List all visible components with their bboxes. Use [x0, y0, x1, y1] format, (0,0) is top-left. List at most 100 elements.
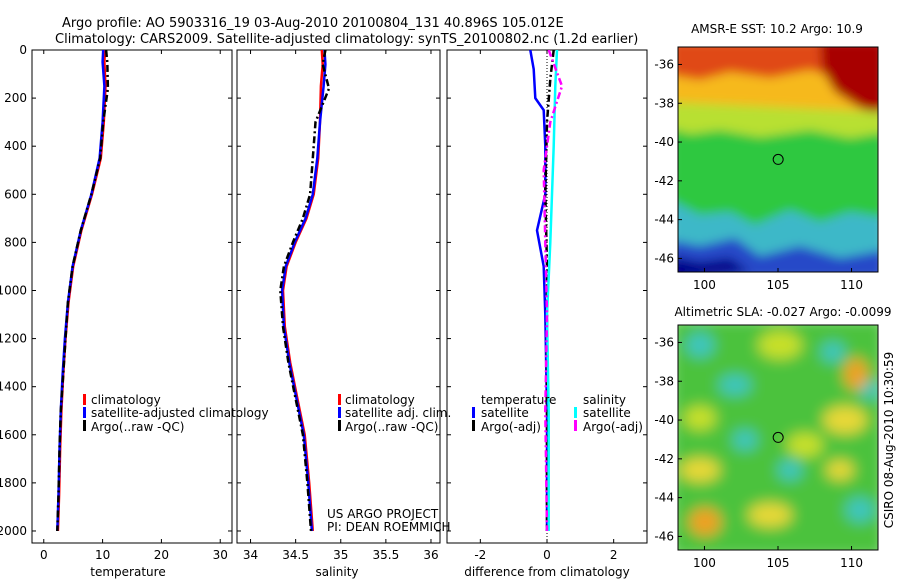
series-line-argo-raw-qc- — [56, 50, 110, 532]
legend-group-salinity: salinity — [583, 393, 626, 407]
legend-swatch-argo — [83, 420, 86, 431]
map-y-tick-label: -36 — [654, 335, 674, 349]
depth-tick-label: 1000 — [0, 283, 27, 297]
sla-high-patch — [689, 508, 721, 536]
legend-label-climatology: climatology — [345, 393, 415, 407]
series-line-argo-raw-qc- — [279, 50, 331, 532]
sla-map-ticks: 100 105 110 -36 -38 -40 -42 -44 -46 — [654, 335, 863, 570]
sla-high-patch — [684, 406, 716, 430]
map-y-tick-label: -46 — [654, 529, 674, 543]
sla-high-patch — [823, 406, 867, 434]
figure-title-line1: Argo profile: AO 5903316_19 03-Aug-2010 … — [62, 16, 564, 31]
x-tick-label: 10 — [95, 548, 110, 562]
map-x-tick-label: 110 — [840, 278, 863, 292]
map-x-tick-label: 105 — [767, 556, 790, 570]
depth-tick-label: 0 — [19, 43, 27, 57]
depth-tick-label: 1200 — [0, 332, 27, 346]
depth-tick-label: 800 — [4, 235, 27, 249]
sla-low-patch — [733, 430, 757, 450]
map-y-tick-label: -42 — [654, 174, 674, 188]
map-x-tick-label: 110 — [840, 556, 863, 570]
sst-map-ticks: 100 105 110 -36 -38 -40 -42 -44 -46 — [654, 57, 863, 292]
map-y-tick-label: -38 — [654, 374, 674, 388]
temperature-series — [56, 50, 110, 532]
map-y-tick-label: -44 — [654, 213, 674, 227]
sla-map-title: Altimetric SLA: -0.027 Argo: -0.0099 — [674, 305, 891, 319]
map-y-tick-label: -40 — [654, 413, 674, 427]
map-y-tick-label: -46 — [654, 251, 674, 265]
legend-swatch-sal-satellite — [574, 407, 577, 418]
legend-label-temp-argo: Argo(-adj) — [481, 420, 541, 434]
depth-axis: 0 200 400 600 800 1000 1200 1400 1600 1800 2000 — [0, 43, 647, 538]
sst-core-warm — [820, 47, 878, 116]
legend-swatch-climatology — [338, 394, 341, 405]
x-tick-label: -2 — [474, 548, 486, 562]
sla-high-patch — [748, 503, 792, 527]
temperature-ticks: 0 10 20 30 — [40, 50, 228, 562]
legend-label-sal-satellite: satellite — [583, 406, 631, 420]
salinity-xlabel: salinity — [315, 565, 358, 579]
x-tick-label: 35.5 — [373, 548, 400, 562]
x-tick-label: 2 — [610, 548, 618, 562]
legend-swatch-satellite-adj — [338, 407, 341, 418]
legend-label-argo: Argo(..raw -QC) — [91, 420, 184, 434]
argo-location-marker — [772, 431, 784, 443]
legend-swatch-temp-argo — [472, 420, 475, 431]
argo-location-marker — [772, 153, 784, 165]
legend-label-sal-argo: Argo(-adj) — [583, 420, 643, 434]
difference-xlabel: difference from climatology — [464, 565, 630, 579]
depth-tick-label: 1800 — [0, 476, 27, 490]
map-y-tick-label: -42 — [654, 452, 674, 466]
legend-swatch-climatology — [83, 394, 86, 405]
legend-label-argo: Argo(..raw -QC) — [345, 420, 438, 434]
map-x-tick-label: 105 — [767, 278, 790, 292]
legend-swatch-argo — [338, 420, 341, 431]
sla-high-patch — [680, 458, 720, 482]
legend-swatch-sal-argo — [574, 420, 577, 431]
depth-tick-label: 600 — [4, 187, 27, 201]
sla-high-patch — [758, 331, 802, 359]
sla-low-patch — [686, 333, 714, 357]
depth-tick-label: 200 — [4, 91, 27, 105]
salinity-legend: climatology satellite adj. clim. Argo(..… — [338, 393, 451, 434]
salinity-ticks: 34 34.5 35 35.5 36 — [243, 50, 439, 562]
difference-legend: temperature salinity satellite Argo(-adj… — [472, 393, 643, 434]
series-line-salinity-satellite — [545, 50, 559, 531]
map-x-tick-label: 100 — [693, 278, 716, 292]
depth-tick-label: 1600 — [0, 428, 27, 442]
x-tick-label: 30 — [213, 548, 228, 562]
sla-low-patch — [860, 381, 878, 399]
pi-annotation: PI: DEAN ROEMMICH — [327, 520, 450, 534]
salinity-axes — [236, 49, 441, 544]
map-x-tick-label: 100 — [693, 556, 716, 570]
x-tick-label: 0 — [40, 548, 48, 562]
depth-tick-label: 400 — [4, 139, 27, 153]
legend-label-temp-satellite: satellite — [481, 406, 529, 420]
legend-label-climatology: climatology — [91, 393, 161, 407]
legend-swatch-satellite-adjusted — [83, 407, 86, 418]
legend-label-satellite-adj: satellite adj. clim. — [345, 406, 451, 420]
map-y-tick-label: -44 — [654, 491, 674, 505]
x-tick-label: 20 — [154, 548, 169, 562]
project-annotation: US ARGO PROJECT — [327, 507, 439, 521]
x-tick-label: 36 — [423, 548, 438, 562]
depth-tick-label: 1400 — [0, 380, 27, 394]
sla-high-patch — [826, 460, 854, 480]
sst-front — [678, 102, 878, 138]
sla-high-patch — [844, 358, 868, 390]
sst-map-title: AMSR-E SST: 10.2 Argo: 10.9 — [691, 22, 863, 36]
salinity-series — [279, 50, 331, 532]
legend-group-temperature: temperature — [481, 393, 556, 407]
temperature-xlabel: temperature — [90, 565, 165, 579]
x-tick-label: 35 — [333, 548, 348, 562]
legend-label-satellite-adjusted: satellite-adjusted climatology — [91, 406, 269, 420]
depth-tick-label: 2000 — [0, 524, 27, 538]
sla-high-patch — [787, 433, 823, 457]
sla-heatmap — [678, 325, 878, 550]
sst-heatmap — [678, 47, 878, 272]
map-y-tick-label: -38 — [654, 96, 674, 110]
x-tick-label: 34 — [243, 548, 258, 562]
difference-series — [529, 50, 564, 532]
legend-swatch-temp-satellite — [472, 407, 475, 418]
